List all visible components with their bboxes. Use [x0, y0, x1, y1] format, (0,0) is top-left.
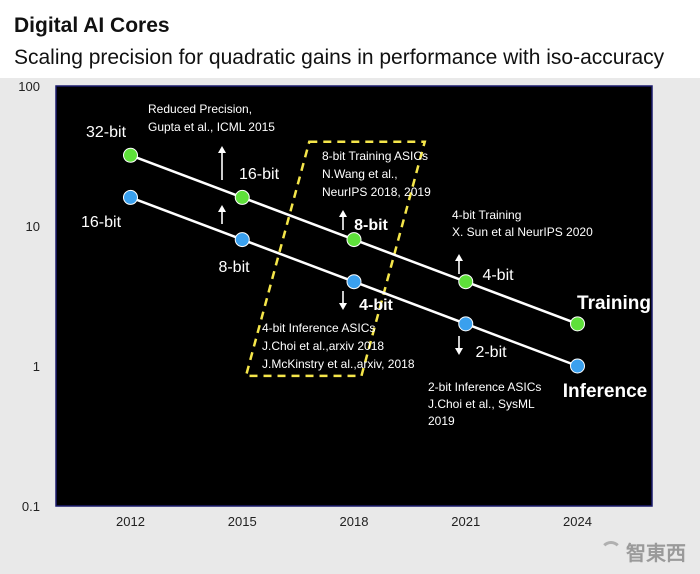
point-inference-2012: [123, 189, 138, 205]
chart-frame: 100 10 1 0.1 2012 2015 2018 2021 2024 Training Inf…: [0, 78, 700, 574]
annot-reduced-precision-line-0: Reduced Precision,: [148, 102, 252, 116]
wifi-icon: [600, 540, 622, 563]
arrow-training-2021-head: [455, 254, 463, 261]
plot-area: [55, 85, 653, 507]
label-training-2012: 32-bit: [86, 124, 127, 141]
y-tick-label-1: 10: [26, 219, 40, 234]
label-inference-2015: 8-bit: [218, 259, 250, 276]
label-inference-2021: 2-bit: [475, 344, 507, 361]
label-inference-2012: 16-bit: [81, 214, 122, 231]
label-training-2015: 16-bit: [239, 166, 280, 183]
annot-training-asics-line-0: 8-bit Training ASICs: [322, 149, 428, 163]
x-tick-label-0: 2012: [116, 514, 145, 529]
annot-inference-asics-line-1: J.Choi et al.,arxiv 2018: [262, 339, 384, 353]
arrow-training-2015-head: [218, 146, 226, 153]
y-tick-label-3: 0.1: [22, 499, 40, 514]
x-tick-label-3: 2021: [451, 514, 480, 529]
point-inference-2015: [234, 232, 250, 248]
x-tick-label-1: 2015: [228, 514, 257, 529]
point-inference-2024: [570, 358, 585, 374]
arrow-inference-2015-head: [218, 205, 226, 212]
annot-training-4bit-line-1: X. Sun et al NeurIPS 2020: [452, 225, 593, 239]
page-subtitle: Scaling precision for quadratic gains in…: [14, 46, 665, 69]
x-tick-label-4: 2024: [563, 514, 592, 529]
arrow-training-2018-head: [339, 210, 347, 217]
watermark: 智東西: [600, 537, 686, 566]
arrow-inference-2021-head: [455, 348, 463, 355]
annot-reduced-precision-line-1: Gupta et al., ICML 2015: [148, 120, 275, 134]
precision-scaling-chart: 100 10 1 0.1 2012 2015 2018 2021 2024 Training Inf…: [18, 79, 653, 529]
annot-inference-2bit-line-1: J.Choi et al., SysML: [428, 397, 535, 411]
y-tick-label-2: 1: [33, 359, 40, 374]
point-training-2021: [458, 274, 474, 290]
y-tick-label-0: 100: [18, 79, 40, 94]
annot-inference-asics-line-2: J.McKinstry et al.,arxiv, 2018: [262, 357, 415, 371]
label-training-2018: 8-bit: [354, 217, 388, 234]
point-inference-2018: [346, 274, 362, 290]
label-inference-2018: 4-bit: [359, 297, 393, 314]
annot-inference-2bit-line-2: 2019: [428, 414, 455, 428]
annot-inference-2bit-line-0: 2-bit Inference ASICs: [428, 380, 541, 394]
annot-inference-asics-line-0: 4-bit Inference ASICs: [262, 321, 375, 335]
series-label-inference: Inference: [563, 381, 647, 402]
point-training-2015: [234, 189, 250, 205]
point-training-2018: [346, 232, 362, 248]
watermark-text: 智東西: [626, 541, 686, 565]
label-training-2021: 4-bit: [482, 267, 514, 284]
annot-training-asics-line-2: NeurIPS 2018, 2019: [322, 185, 431, 199]
asic-region-box: [244, 140, 427, 378]
point-training-2024: [570, 316, 585, 332]
arrow-inference-2018-head: [339, 303, 347, 310]
point-inference-2021: [458, 316, 474, 332]
annot-training-4bit-line-0: 4-bit Training: [452, 208, 521, 222]
point-training-2012: [123, 147, 138, 163]
x-tick-label-2: 2018: [340, 514, 369, 529]
series-label-training: Training: [577, 293, 651, 314]
page-title: Digital AI Cores: [14, 14, 170, 37]
annot-training-asics-line-1: N.Wang et al.,: [322, 167, 398, 181]
